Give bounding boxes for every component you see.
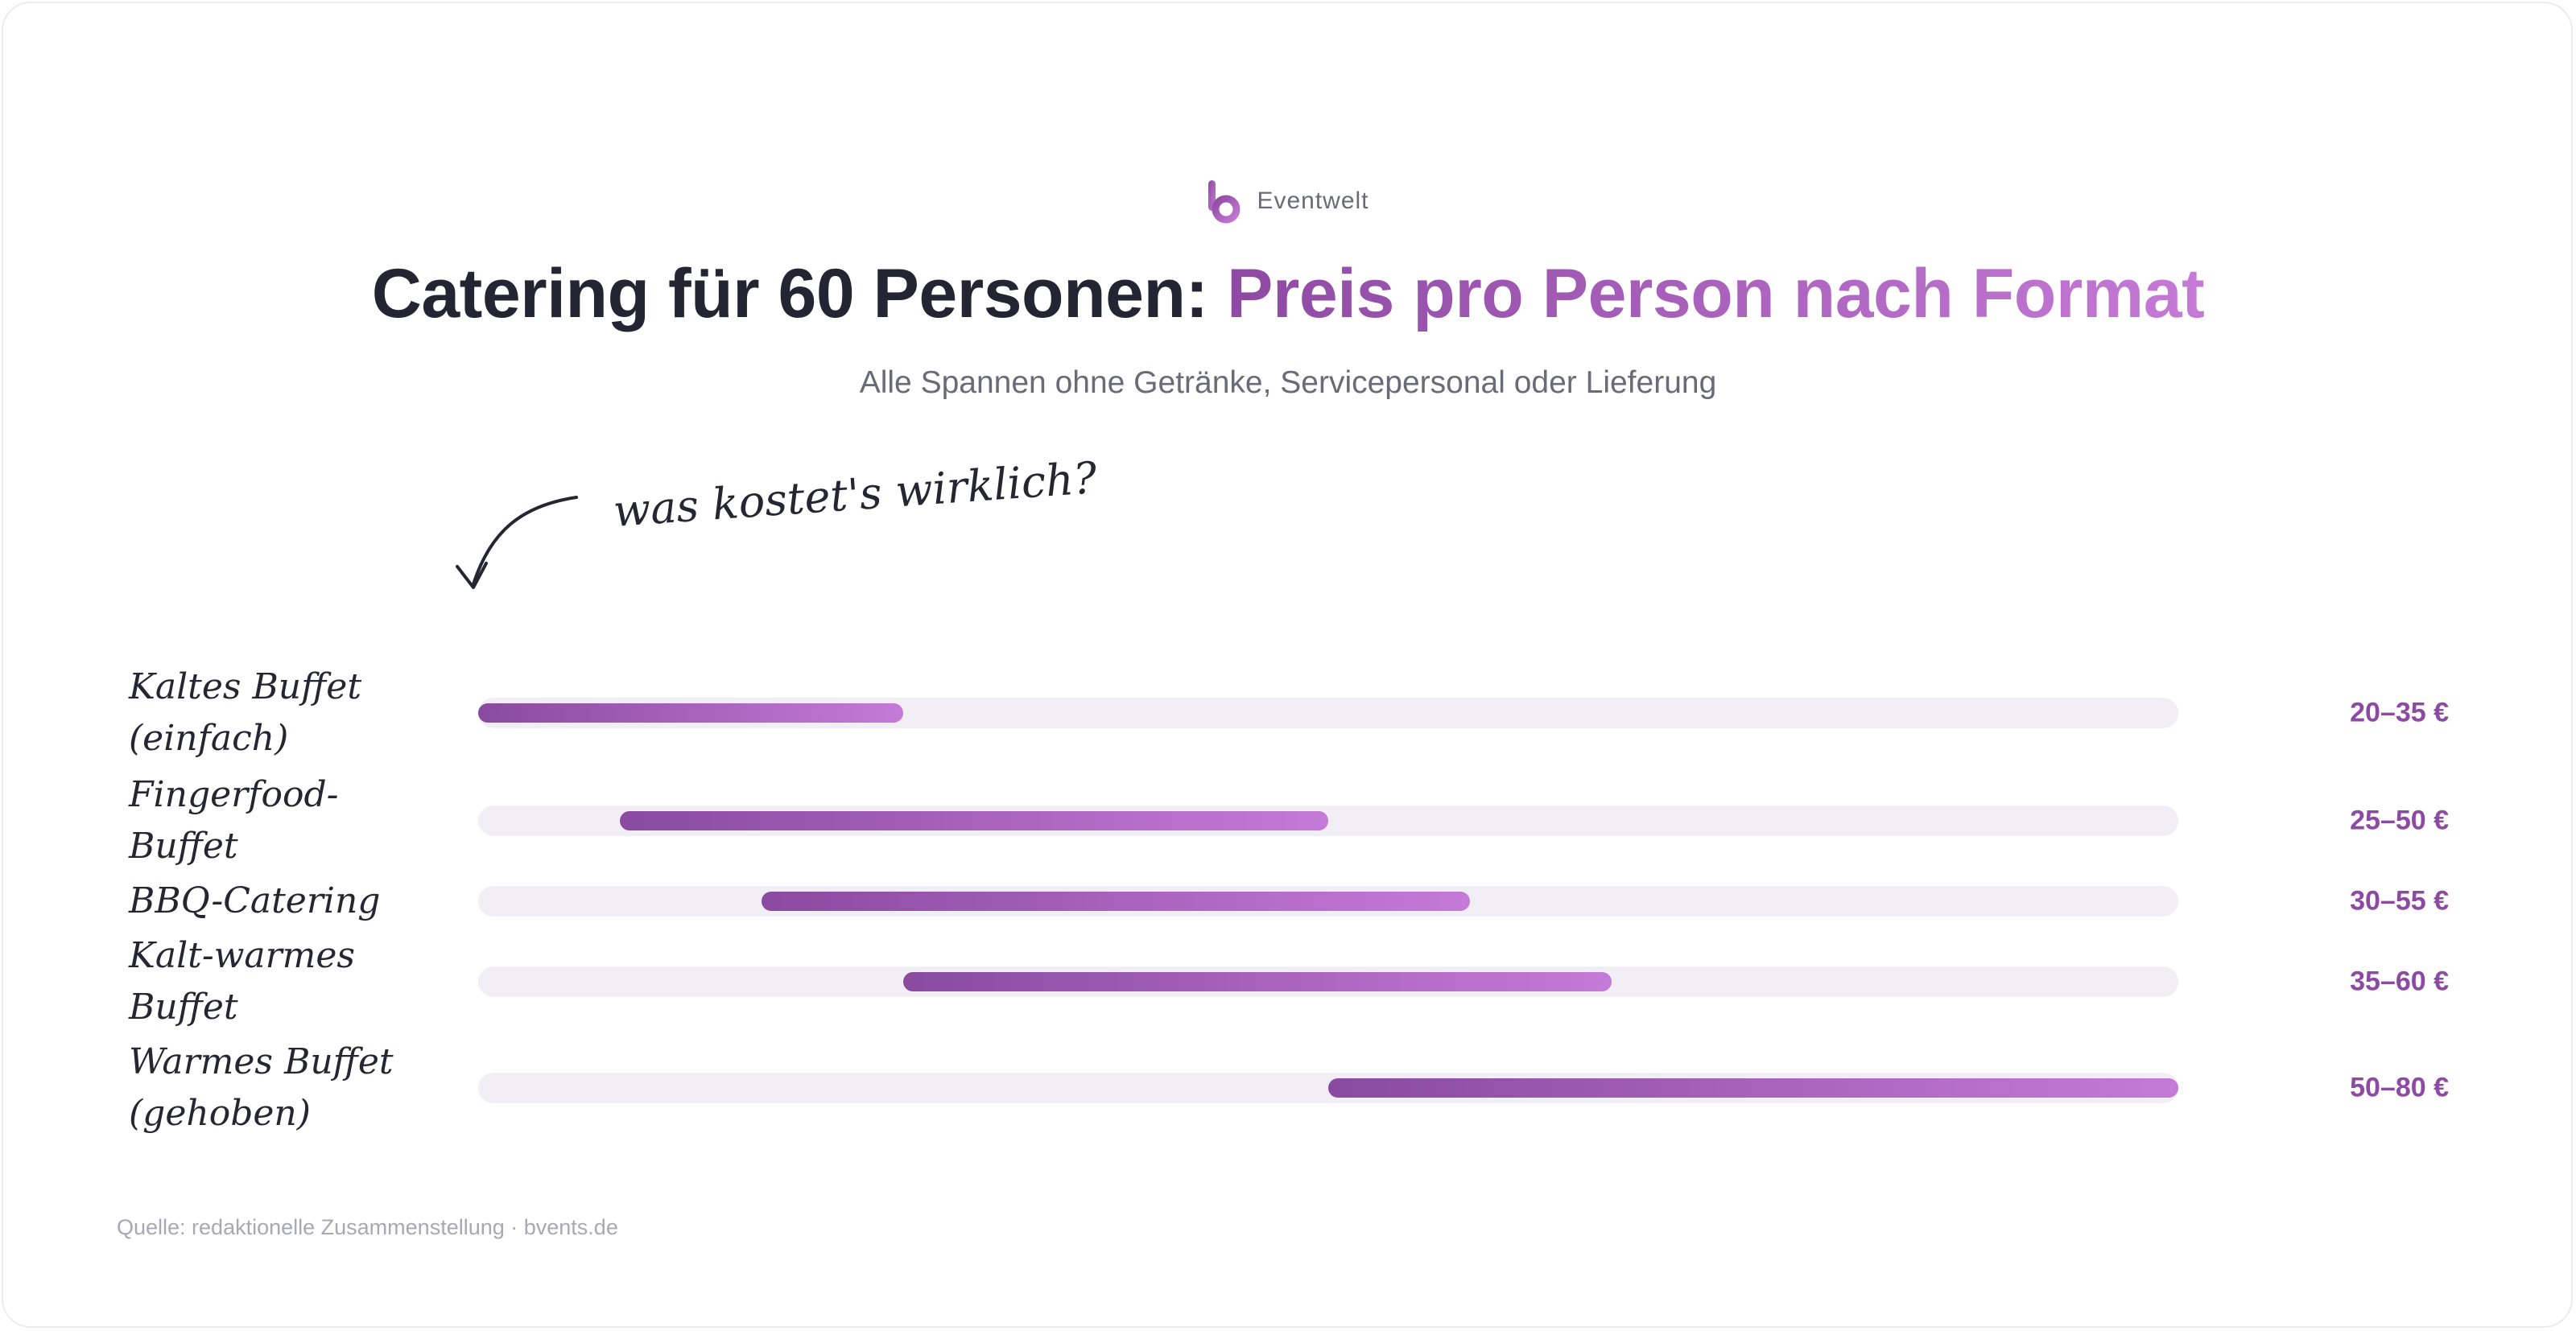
brand-header: Eventwelt <box>0 179 2576 224</box>
range-bar <box>620 811 1328 830</box>
row-label: Kalt-warmes Buffet <box>129 935 355 1028</box>
range-bar <box>903 972 1612 991</box>
row-label: Kaltes Buffet (einfach) <box>129 666 362 759</box>
range-bar <box>478 703 903 723</box>
brand-name: Eventwelt <box>1257 187 1369 214</box>
row-label: Fingerfood-Buffet <box>129 774 339 867</box>
source-note: Quelle: redaktionelle Zusammenstellung ·… <box>117 1215 618 1239</box>
range-bar <box>1328 1078 2178 1098</box>
range-value-label: 25–50 € <box>2350 805 2449 836</box>
range-value-label: 35–60 € <box>2350 966 2449 997</box>
chart-subtitle: Alle Spannen ohne Getränke, Serviceperso… <box>859 365 1717 400</box>
chart-title: Catering für 60 Personen: Preis pro Pers… <box>0 254 2576 334</box>
b-logo-icon <box>1208 180 1241 224</box>
title-main: Catering für 60 Personen: <box>371 255 1228 332</box>
curved-arrow-icon <box>456 496 578 589</box>
row-label: Warmes Buffet (gehoben) <box>129 1041 394 1134</box>
range-value-label: 30–55 € <box>2350 885 2449 917</box>
range-bar <box>762 892 1470 911</box>
title-accent: Preis pro Person nach Format <box>1227 255 2205 332</box>
range-value-label: 50–80 € <box>2350 1072 2449 1103</box>
range-value-label: 20–35 € <box>2350 697 2449 728</box>
row-label: BBQ-Catering <box>129 880 381 921</box>
